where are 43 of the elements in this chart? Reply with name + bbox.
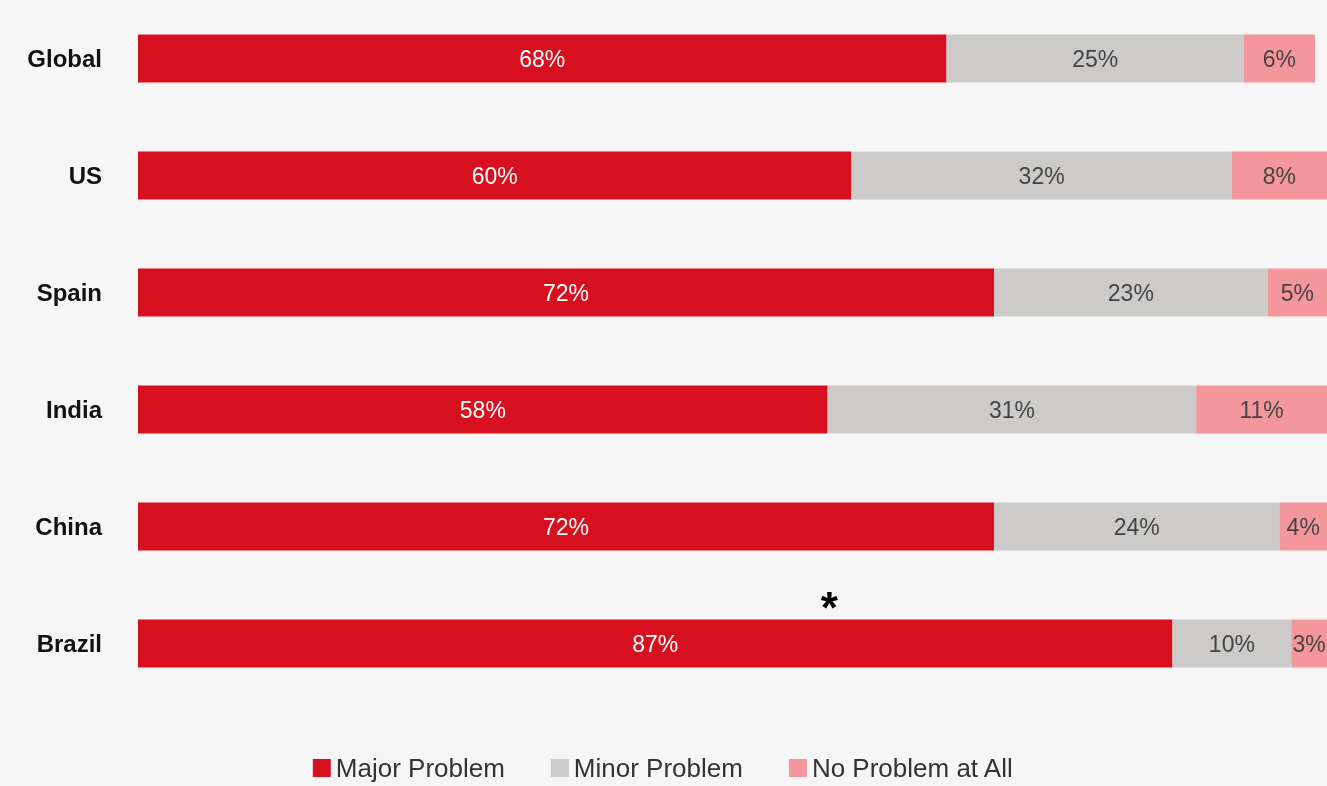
bar <box>946 34 1244 83</box>
y-tick-label: Global <box>27 45 102 72</box>
data-label: 23% <box>1107 279 1154 306</box>
data-label: 25% <box>1072 45 1119 72</box>
y-tick-label: Brazil <box>36 630 102 657</box>
legend-label: No Problem at All <box>811 753 1013 783</box>
bar <box>1231 151 1327 200</box>
bar <box>827 385 1197 434</box>
bar <box>138 502 995 551</box>
y-tick-label: China <box>35 513 103 540</box>
legend-label: Major Problem <box>335 753 505 783</box>
legend-label: Minor Problem <box>573 753 743 783</box>
data-label: 32% <box>1018 162 1065 189</box>
bar <box>994 502 1280 551</box>
y-tick-label: Spain <box>36 279 102 306</box>
bar <box>1172 619 1292 668</box>
bar <box>994 268 1268 317</box>
data-label: 24% <box>1113 513 1160 540</box>
data-label: 72% <box>543 513 590 540</box>
bar <box>138 268 995 317</box>
data-label: 87% <box>632 630 679 657</box>
data-label: 11% <box>1239 396 1284 423</box>
y-tick-label: US <box>68 162 102 189</box>
data-label: 72% <box>543 279 590 306</box>
bar <box>138 34 947 83</box>
bar <box>1196 385 1327 434</box>
data-label: 4% <box>1286 513 1320 540</box>
bar <box>851 151 1232 200</box>
data-label: 58% <box>459 396 506 423</box>
bar <box>1243 34 1316 83</box>
bar <box>138 151 852 200</box>
data-label: 3% <box>1292 630 1326 657</box>
data-label: 5% <box>1280 279 1314 306</box>
bar <box>138 385 828 434</box>
bar <box>138 619 1173 668</box>
annotation: * <box>820 583 839 632</box>
data-label: 31% <box>988 396 1035 423</box>
y-tick-label: India <box>45 396 103 423</box>
data-label: 60% <box>471 162 518 189</box>
data-label: 6% <box>1262 45 1297 72</box>
data-label: 68% <box>519 45 566 72</box>
data-label: 8% <box>1262 162 1297 189</box>
data-label: 10% <box>1208 630 1255 657</box>
